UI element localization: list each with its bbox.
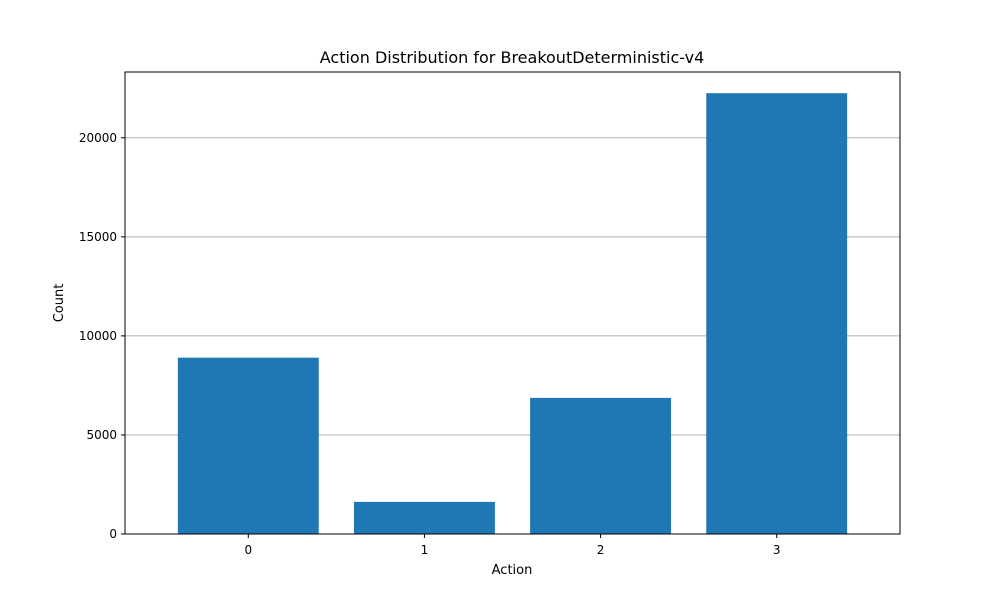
y-tick-label: 10000 (79, 329, 117, 343)
y-tick-label: 15000 (79, 230, 117, 244)
x-tick-label: 2 (597, 543, 605, 557)
x-tick-label: 1 (421, 543, 429, 557)
y-tick-label: 5000 (86, 428, 117, 442)
x-axis-label: Action (492, 563, 533, 578)
chart-title: Action Distribution for BreakoutDetermin… (320, 48, 705, 67)
x-axis-ticks: 0 1 2 3 (244, 534, 781, 557)
y-axis-label: Count (52, 284, 67, 323)
bar-action-3 (706, 93, 848, 534)
y-tick-label: 0 (109, 527, 117, 541)
y-tick-label: 20000 (79, 131, 117, 145)
bar-action-2 (530, 397, 672, 534)
x-tick-label: 0 (244, 543, 252, 557)
y-axis-ticks: 0 5000 10000 15000 20000 (79, 131, 125, 541)
x-tick-label: 3 (773, 543, 781, 557)
bars (177, 93, 848, 534)
bar-action-0 (177, 357, 319, 534)
plot-frame (124, 71, 901, 535)
bar-action-1 (353, 501, 495, 534)
